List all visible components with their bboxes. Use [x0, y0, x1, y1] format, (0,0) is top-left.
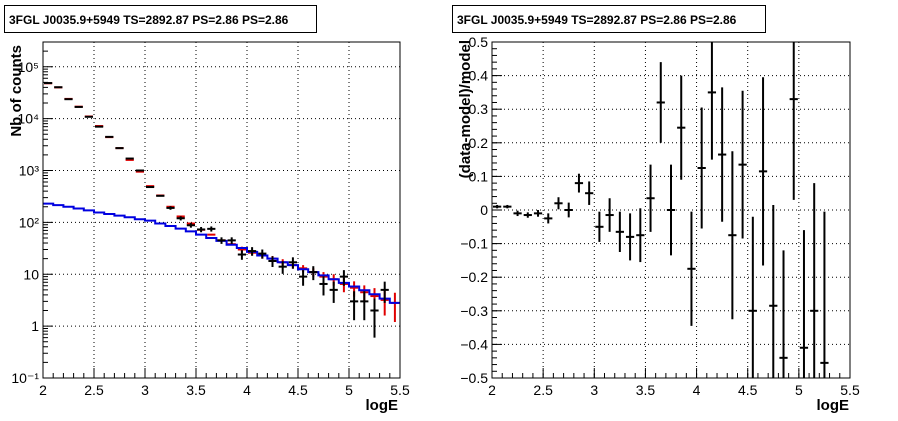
- x-tick-label: 3.5: [636, 382, 656, 398]
- y-tick-label: 10: [23, 266, 39, 282]
- residual-panel: 2 2.5 3 3.5 4 4.5 5 5.5 −0.5 −0.4 −0.3 −0.2 −0.1 0 0.1…: [452, 5, 860, 414]
- counts-plot-area: [43, 42, 400, 378]
- counts-grid: [42, 42, 401, 379]
- counts-frame: [42, 41, 401, 379]
- x-tick-label: 2: [488, 382, 496, 398]
- x-tick-label: 2.5: [84, 382, 104, 398]
- y-tick-label: 10³: [19, 163, 40, 179]
- counts-x-axis-title: logE: [366, 397, 399, 414]
- y-tick-label: 0.5: [469, 34, 489, 50]
- y-tick-label: 0.1: [469, 168, 489, 184]
- x-tick-label: 5.5: [390, 382, 410, 398]
- y-tick-label: −0.1: [460, 236, 488, 252]
- y-tick-label: 0: [480, 202, 488, 218]
- y-tick-label: 10⁴: [17, 111, 39, 127]
- x-tick-label: 3: [590, 382, 598, 398]
- x-tick-label: 4.5: [738, 382, 758, 398]
- y-tick-label: 10⁻¹: [11, 370, 39, 386]
- residual-marks: [493, 42, 829, 378]
- y-tick-label: −0.3: [460, 303, 488, 319]
- residual-frame: [491, 41, 851, 379]
- counts-y-axis-title: Nb of counts: [8, 45, 25, 137]
- x-tick-label: 4: [693, 382, 701, 398]
- y-tick-label: −0.2: [460, 269, 488, 285]
- residual-x-axis-title: logE: [817, 397, 850, 414]
- y-tick-label: 0.2: [469, 135, 489, 151]
- x-tick-label: 3.5: [186, 382, 206, 398]
- x-tick-label: 5: [795, 382, 803, 398]
- counts-panel: 2 2.5 3 3.5 4 4.5 5 5.5 10⁻¹ 1 10 10² 10³ 10⁴ 10⁵ logE…: [4, 5, 410, 414]
- counts-title-box: [4, 5, 317, 33]
- residual-title-box: [452, 5, 766, 33]
- x-tick-label: 3: [141, 382, 149, 398]
- y-tick-label: 10²: [19, 214, 40, 230]
- counts-tick-labels: 2 2.5 3 3.5 4 4.5 5 5.5 10⁻¹ 1 10 10² 10³ 10⁴ 10⁵: [11, 59, 410, 398]
- y-tick-label: −0.4: [460, 336, 488, 352]
- y-tick-label: 0.4: [469, 68, 489, 84]
- residual-tick-labels: 2 2.5 3 3.5 4 4.5 5 5.5 −0.5 −0.4 −0.3 −0.2 −0.1 0 0.1…: [460, 34, 860, 398]
- x-tick-label: 2: [39, 382, 47, 398]
- y-tick-label: 0.3: [469, 101, 489, 117]
- residual-y-axis-title: (data-model)/model: [457, 40, 474, 178]
- x-tick-label: 4.5: [288, 382, 308, 398]
- y-tick-label: 1: [31, 318, 39, 334]
- y-tick-label: 10⁵: [18, 59, 39, 75]
- x-tick-label: 5.5: [840, 382, 860, 398]
- residual-title: 3FGL J0035.9+5949 TS=2892.87 PS=2.86 PS=…: [457, 13, 737, 27]
- counts-title: 3FGL J0035.9+5949 TS=2892.87 PS=2.86 PS=…: [9, 13, 289, 27]
- counts-marks: [43, 82, 400, 338]
- y-tick-label: −0.5: [460, 370, 488, 386]
- x-tick-label: 2.5: [533, 382, 553, 398]
- x-tick-label: 4: [243, 382, 251, 398]
- x-tick-label: 5: [345, 382, 353, 398]
